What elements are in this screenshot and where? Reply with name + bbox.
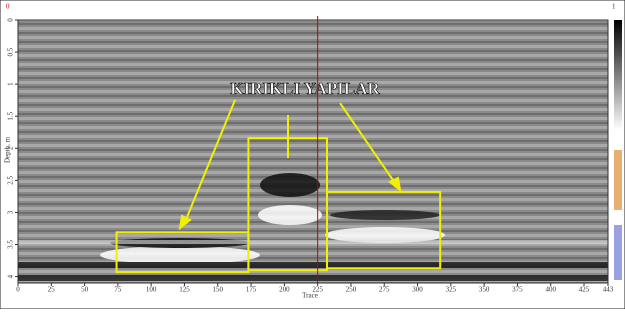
x-tick-label: 200 xyxy=(279,286,290,294)
x-tick-label: 50 xyxy=(81,286,89,294)
x-tick-label: 425 xyxy=(579,286,590,294)
y-tick-label: 4 xyxy=(7,274,15,278)
x-tick-label: 0 xyxy=(16,286,20,294)
side-panel xyxy=(614,150,622,210)
side-panel xyxy=(614,225,622,280)
x-tick-label: 443 xyxy=(603,286,614,294)
x-tick-label: 125 xyxy=(179,286,190,294)
y-tick-label: 2.5 xyxy=(7,175,15,184)
x-tick-label: 400 xyxy=(545,286,556,294)
colorbar xyxy=(614,20,622,130)
x-tick-label: 300 xyxy=(412,286,423,294)
y-tick-label: 1.5 xyxy=(7,111,15,120)
y-tick-label: 3 xyxy=(7,210,15,214)
x-tick-label: 75 xyxy=(114,286,122,294)
x-tick-label: 250 xyxy=(346,286,357,294)
corner-label: 0 xyxy=(6,3,10,11)
x-tick-label: 100 xyxy=(146,286,157,294)
x-tick-label: 275 xyxy=(379,286,390,294)
y-tick-label: 2 xyxy=(7,146,15,150)
x-tick-label: 175 xyxy=(246,286,257,294)
corner-label: 1 xyxy=(612,3,616,11)
y-tick-label: 1 xyxy=(7,82,15,86)
x-tick-label: 325 xyxy=(446,286,457,294)
x-tick-label: 375 xyxy=(512,286,523,294)
x-tick-label: 150 xyxy=(213,286,224,294)
y-tick-label: 0.5 xyxy=(7,47,15,56)
x-tick-label: 225 xyxy=(312,286,323,294)
x-tick-label: 25 xyxy=(48,286,56,294)
y-tick-label: 0 xyxy=(7,18,15,22)
y-tick-label: 3.5 xyxy=(7,240,15,249)
x-tick-label: 350 xyxy=(479,286,490,294)
chart: 0 1 Trace Depth, m KIRIKLI YAPILAR 02550… xyxy=(0,0,625,309)
annotation: KIRIKLI YAPILAR xyxy=(230,79,380,98)
